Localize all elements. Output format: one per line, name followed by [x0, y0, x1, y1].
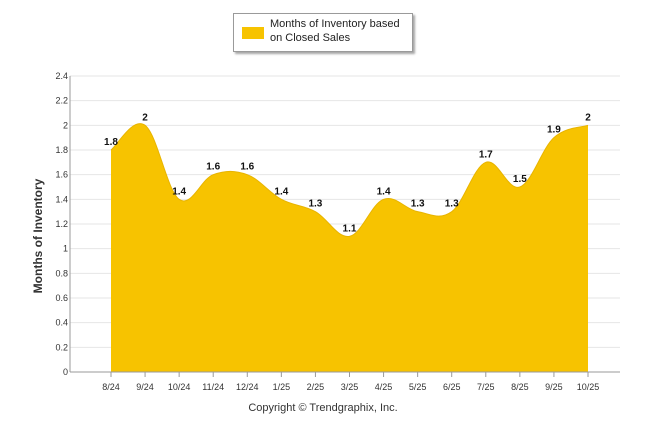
y-tick-label-10: 2	[63, 120, 68, 130]
data-label-9: 1.3	[411, 199, 425, 210]
x-tick-label-0: 8/24	[102, 382, 120, 392]
x-tick-label-9: 5/25	[409, 382, 427, 392]
y-tick-label-1: 0.2	[55, 342, 68, 352]
legend-label-line-1: Months of Inventory based	[270, 18, 400, 30]
chart-legend: Months of Inventory based on Closed Sale…	[233, 13, 413, 52]
data-label-4: 1.6	[240, 162, 254, 173]
x-tick-label-5: 1/25	[273, 382, 291, 392]
x-tick-label-13: 9/25	[545, 382, 563, 392]
y-tick-label-11: 2.2	[55, 96, 68, 106]
data-label-14: 2	[585, 112, 591, 123]
data-label-10: 1.3	[445, 199, 459, 210]
data-label-6: 1.3	[308, 199, 322, 210]
y-axis-title: Months of Inventory	[31, 178, 45, 293]
y-tick-label-6: 1.2	[55, 219, 68, 229]
x-tick-label-7: 3/25	[341, 382, 359, 392]
x-tick-label-6: 2/25	[307, 382, 325, 392]
y-tick-label-0: 0	[63, 367, 68, 377]
x-tick-label-4: 12/24	[236, 382, 259, 392]
x-tick-label-8: 4/25	[375, 382, 393, 392]
x-tick-label-14: 10/25	[577, 382, 600, 392]
data-label-1: 2	[142, 112, 148, 123]
y-tick-label-4: 0.8	[55, 268, 68, 278]
data-label-13: 1.9	[547, 125, 561, 136]
x-tick-label-12: 8/25	[511, 382, 529, 392]
data-label-7: 1.1	[343, 223, 357, 234]
area-series	[111, 123, 588, 372]
y-tick-label-2: 0.4	[55, 318, 68, 328]
x-tick-label-2: 10/24	[168, 382, 191, 392]
x-tick-label-1: 9/24	[136, 382, 154, 392]
data-label-5: 1.4	[274, 186, 288, 197]
copyright-text: Copyright © Trendgraphix, Inc.	[248, 402, 398, 414]
legend-label: Months of Inventory based on Closed Sale…	[270, 17, 410, 45]
data-label-2: 1.4	[172, 186, 186, 197]
data-label-12: 1.5	[513, 174, 527, 185]
y-tick-label-3: 0.6	[55, 293, 68, 303]
data-label-0: 1.8	[104, 137, 118, 148]
x-tick-label-11: 7/25	[477, 382, 495, 392]
x-tick-label-3: 11/24	[202, 382, 224, 392]
legend-swatch	[242, 27, 264, 39]
x-tick-label-10: 6/25	[443, 382, 461, 392]
data-label-8: 1.4	[377, 186, 391, 197]
data-label-3: 1.6	[206, 162, 220, 173]
legend-label-line-2: on Closed Sales	[270, 32, 351, 44]
y-tick-label-8: 1.6	[55, 170, 68, 180]
area-series-outline	[110, 123, 589, 237]
y-tick-label-5: 1	[63, 244, 68, 254]
y-tick-label-7: 1.4	[55, 194, 68, 204]
data-label-11: 1.7	[479, 149, 493, 160]
y-tick-label-9: 1.8	[55, 145, 68, 155]
y-tick-label-12: 2.4	[55, 71, 68, 81]
